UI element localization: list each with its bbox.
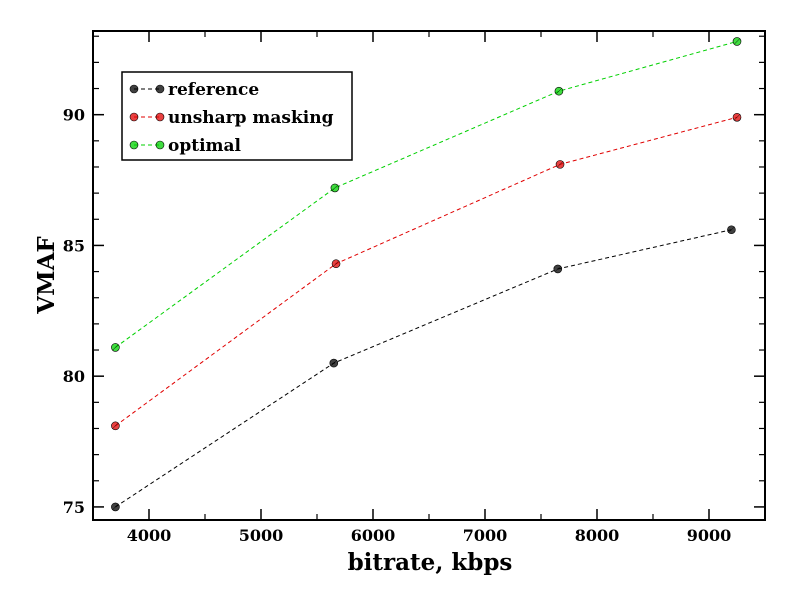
data-point-hatch [112,503,119,511]
legend-marker-unsharp-masking [129,112,139,122]
data-point-hatch [733,38,741,45]
x-tick-label: 5000 [239,526,284,545]
legend-marker-optimal [155,140,165,150]
data-point-hatch [331,184,339,192]
y-tick-label: 85 [63,236,85,255]
x-tick-label: 6000 [351,526,396,545]
data-point-reference [727,225,736,235]
data-point-unsharp-masking [555,160,565,169]
x-tick-label: 8000 [575,526,620,545]
legend-marker-reference [129,84,139,94]
legend: reference unsharp masking optimal [121,71,353,161]
series-line-reference [115,229,732,508]
y-tick-label: 90 [63,106,85,125]
data-point-reference [553,264,563,274]
data-point-optimal [111,343,120,352]
data-point-hatch [330,359,337,367]
legend-marker-reference [155,84,165,94]
data-point-reference [329,358,339,368]
y-tick-label: 75 [63,498,85,517]
legend-label-reference: reference [168,80,259,100]
x-tick-label: 7000 [463,526,508,545]
data-point-unsharp-masking [732,112,742,122]
legend-marker-unsharp-masking [155,112,165,122]
series-line-unsharp-masking [115,116,738,427]
data-point-unsharp-masking [111,421,120,431]
data-point-hatch [555,87,563,95]
x-tick-label: 9000 [687,526,732,545]
data-point-hatch [112,344,119,351]
data-point-optimal [330,183,340,193]
series-line-optimal [115,40,738,348]
data-point-reference [111,502,120,512]
axes-layer: 4000 5000 6000 7000 8000 9000 75 80 85 90 [63,31,766,545]
data-point-hatch [332,260,340,267]
data-point-optimal [732,37,742,46]
data-point-hatch [556,161,564,168]
y-axis-label: VMAF [33,236,60,315]
x-tick-label: 4000 [127,526,172,545]
legend-label-unsharp-masking: unsharp masking [168,108,334,128]
legend-marker-optimal [129,140,139,150]
data-point-hatch [112,422,119,430]
data-point-hatch [733,114,741,121]
legend-label-optimal: optimal [168,136,242,156]
data-point-hatch [728,226,735,233]
x-axis-label: bitrate, kbps [348,549,513,576]
data-point-optimal [554,86,564,96]
y-tick-label: 80 [63,367,85,386]
series-layer [111,37,742,512]
data-point-unsharp-masking [331,259,341,269]
data-point-hatch [554,265,561,273]
